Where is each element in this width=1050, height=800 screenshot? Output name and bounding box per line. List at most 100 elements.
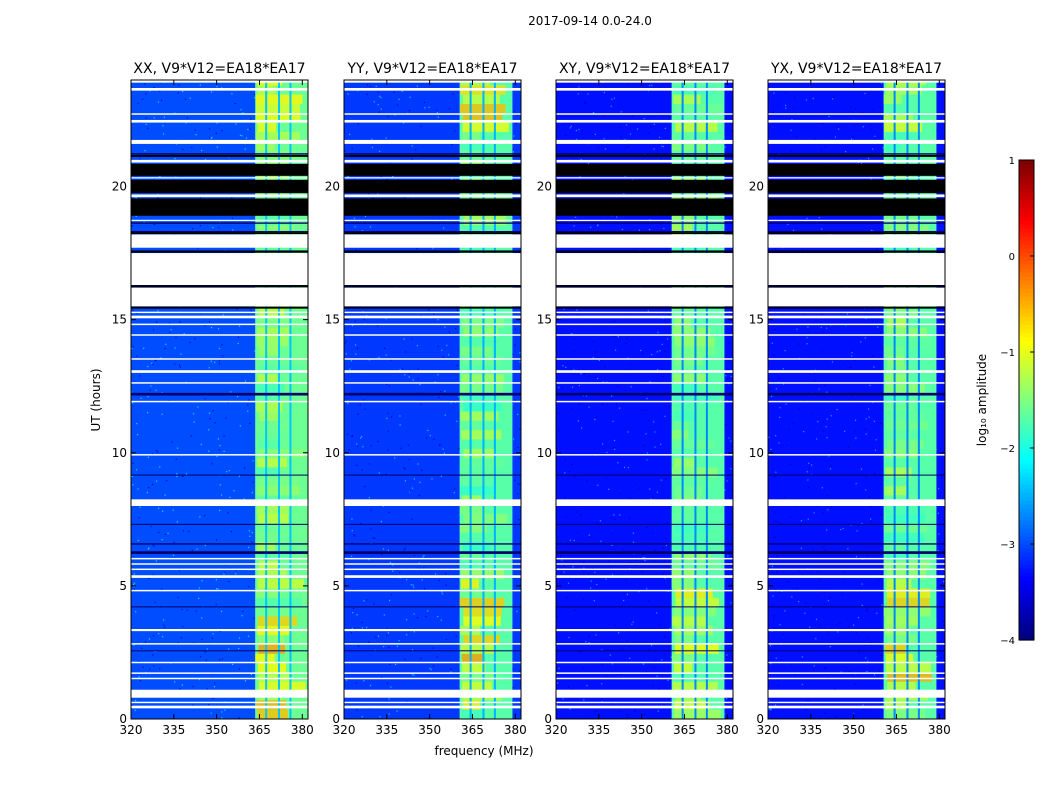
noise-pixel <box>216 85 218 88</box>
noise-pixel <box>573 338 575 340</box>
noise-pixel <box>197 247 199 249</box>
noise-pixel <box>420 657 422 660</box>
noise-pixel <box>815 638 817 640</box>
band-cell <box>672 439 715 449</box>
noise-pixel <box>369 684 372 687</box>
noise-pixel <box>173 541 175 543</box>
noise-pixel <box>138 676 140 678</box>
figure-suptitle: 2017-09-14 0.0-24.0 <box>528 14 652 28</box>
noise-pixel <box>228 648 230 650</box>
band-cell <box>674 355 703 365</box>
noise-pixel <box>382 548 385 550</box>
noise-pixel <box>571 463 573 465</box>
noise-pixel <box>346 397 348 400</box>
noise-pixel <box>132 309 134 312</box>
colorbar-swatch <box>1019 636 1034 641</box>
noise-pixel <box>139 680 142 682</box>
band-cell <box>883 94 902 104</box>
noise-pixel <box>223 573 225 575</box>
noise-pixel <box>148 547 150 549</box>
dark-line <box>768 230 945 232</box>
noise-pixel <box>135 469 138 471</box>
flagged-white <box>768 139 945 144</box>
noise-pixel <box>354 320 356 322</box>
band-cell <box>884 523 927 533</box>
noise-pixel <box>249 535 251 537</box>
noise-pixel <box>646 588 648 590</box>
band-cell <box>258 551 292 561</box>
noise-pixel <box>855 555 858 558</box>
noise-pixel <box>865 418 867 420</box>
noise-pixel <box>784 104 787 107</box>
noise-pixel <box>625 146 627 148</box>
noise-pixel <box>380 96 382 99</box>
colorbar-swatch <box>1019 600 1034 605</box>
noise-pixel <box>192 704 194 706</box>
flagged-white <box>344 113 521 115</box>
noise-pixel <box>656 675 658 677</box>
noise-pixel <box>590 226 592 228</box>
noise-pixel <box>455 327 457 330</box>
noise-pixel <box>654 660 656 662</box>
colorbar-swatch <box>1019 492 1034 497</box>
noise-pixel <box>565 366 567 368</box>
noise-pixel <box>874 135 876 137</box>
noise-pixel <box>573 350 575 352</box>
band-cell <box>463 616 501 626</box>
noise-pixel <box>666 338 669 340</box>
noise-pixel <box>588 635 590 638</box>
x-tick-label: 335 <box>162 723 185 737</box>
noise-pixel <box>585 641 587 643</box>
noise-pixel <box>354 535 356 537</box>
noise-pixel <box>796 135 798 137</box>
noise-pixel <box>221 494 223 496</box>
noise-pixel <box>236 308 238 310</box>
noise-pixel <box>613 335 616 338</box>
band-cell <box>257 709 289 719</box>
noise-pixel <box>349 368 351 370</box>
noise-pixel <box>828 455 830 457</box>
noise-pixel <box>851 352 853 354</box>
y-tick-label: 5 <box>756 579 764 593</box>
noise-pixel <box>178 569 181 572</box>
noise-pixel <box>596 351 598 353</box>
colorbar-swatch <box>1019 384 1034 389</box>
noise-pixel <box>558 667 560 670</box>
noise-pixel <box>617 336 619 338</box>
y-tick-label: 10 <box>749 446 764 460</box>
band-cell <box>462 663 486 673</box>
noise-pixel <box>161 588 163 590</box>
noise-pixel <box>768 699 770 701</box>
colorbar-swatch <box>1019 172 1034 177</box>
noise-pixel <box>815 438 818 440</box>
noise-pixel <box>940 330 943 332</box>
noise-pixel <box>806 343 808 345</box>
noise-pixel <box>412 379 414 381</box>
noise-pixel <box>601 701 603 703</box>
noise-pixel <box>871 109 873 111</box>
dark-line <box>768 523 945 525</box>
noise-pixel <box>870 514 872 517</box>
colorbar-swatch <box>1019 292 1034 297</box>
noise-pixel <box>643 445 645 447</box>
colorbar-swatch <box>1019 320 1034 325</box>
noise-pixel <box>629 645 631 647</box>
noise-pixel <box>361 230 363 232</box>
colorbar-swatch <box>1019 568 1034 573</box>
noise-pixel <box>403 197 406 199</box>
noise-pixel <box>149 668 151 670</box>
noise-pixel <box>606 451 608 454</box>
flagged-white <box>768 689 945 698</box>
noise-pixel <box>351 530 353 532</box>
flag-border <box>556 250 733 253</box>
noise-pixel <box>618 407 621 409</box>
noise-pixel <box>217 438 220 440</box>
noise-pixel <box>170 329 172 331</box>
flagged-white <box>131 705 308 709</box>
noise-pixel <box>151 453 153 455</box>
noise-pixel <box>730 440 732 442</box>
flagged-white <box>556 400 733 403</box>
flagged-white <box>131 311 308 314</box>
noise-pixel <box>153 665 155 667</box>
flagged-white <box>131 575 308 578</box>
